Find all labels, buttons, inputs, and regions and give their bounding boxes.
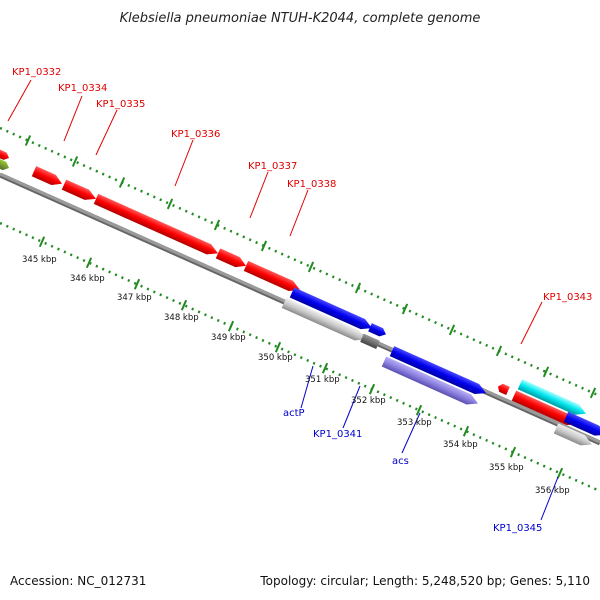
- feature-red-gene-right[interactable]: [511, 390, 580, 430]
- feature-kp1-0345[interactable]: [563, 411, 600, 440]
- inner-major-tick-6: [321, 362, 329, 374]
- leader-kp1-0336: [174, 139, 194, 187]
- feature-kp1-0332[interactable]: [0, 148, 11, 162]
- leader-acs: [401, 412, 421, 454]
- leader-kp1-0337: [249, 171, 269, 219]
- outer-major-tick-10: [495, 345, 503, 357]
- outer-major-tick-3: [166, 198, 174, 210]
- feature-kp1-0341[interactable]: [368, 323, 388, 338]
- topology-text: Topology: circular; Length: 5,248,520 bp…: [259, 574, 590, 588]
- outer-major-tick-9: [448, 324, 456, 336]
- scale-label-348: 348 kbp: [164, 313, 199, 323]
- outer-major-tick-0: [24, 135, 32, 146]
- inner-major-tick-9: [462, 425, 470, 437]
- inner-major-tick-2: [133, 278, 141, 290]
- inner-major-tick-5: [274, 341, 282, 353]
- outer-major-tick-4: [213, 219, 221, 231]
- gene-features: [0, 148, 600, 449]
- feature-olive-gene[interactable]: [0, 157, 11, 172]
- gene-label-kp1-0338[interactable]: KP1_0338: [287, 179, 336, 190]
- gene-label-kp1-0335[interactable]: KP1_0335: [96, 99, 145, 110]
- label-leaders: [7, 79, 559, 521]
- feature-kp1-0334[interactable]: [31, 166, 64, 189]
- feature-small-red[interactable]: [496, 382, 510, 396]
- gene-label-kp1-0341[interactable]: KP1_0341: [313, 429, 362, 440]
- leader-kp1-0338: [289, 189, 309, 237]
- tick-tracks: [0, 126, 600, 493]
- scale-label-346: 346 kbp: [70, 274, 105, 284]
- feature-actp[interactable]: [289, 287, 374, 333]
- inner-major-tick-11: [556, 467, 564, 479]
- feature-kp1-0336[interactable]: [93, 193, 220, 259]
- scale-label-354: 354 kbp: [443, 440, 478, 450]
- inner-major-tick-3: [180, 299, 188, 311]
- gene-label-acs[interactable]: acs: [392, 456, 409, 467]
- inner-major-tick-1: [85, 257, 93, 269]
- leader-kp1-0334: [63, 95, 83, 142]
- feature-kp1-0337[interactable]: [215, 248, 248, 271]
- scale-label-347: 347 kbp: [117, 293, 152, 303]
- gene-label-kp1-0337[interactable]: KP1_0337: [248, 161, 297, 172]
- scale-label-351: 351 kbp: [305, 375, 340, 385]
- outer-tick-track: [0, 126, 600, 398]
- feature-rna[interactable]: [381, 356, 480, 409]
- leader-kp1-0341: [342, 385, 361, 429]
- feature-kp1-0343[interactable]: [517, 379, 588, 419]
- outer-major-tick-6: [307, 261, 315, 273]
- accession-text: Accession: NC_012731: [10, 574, 146, 588]
- inner-tick-track: [0, 221, 600, 493]
- scale-label-349: 349 kbp: [211, 333, 246, 343]
- feature-acs[interactable]: [389, 346, 488, 398]
- feature-kp1-0335[interactable]: [61, 179, 98, 204]
- feature-kp1-0338[interactable]: [243, 260, 302, 295]
- inner-major-tick-8: [415, 404, 423, 416]
- leader-kp1-0345: [540, 476, 559, 521]
- scale-label-352: 352 kbp: [351, 396, 386, 406]
- gene-label-actp[interactable]: actP: [283, 408, 305, 419]
- outer-major-tick-5: [260, 240, 268, 252]
- outer-major-tick-7: [354, 282, 362, 294]
- inner-major-tick-10: [509, 446, 517, 458]
- outer-major-tick-2: [118, 177, 126, 188]
- leader-kp1-0335: [95, 109, 118, 156]
- leader-actp: [300, 365, 314, 409]
- outer-major-tick-12: [589, 387, 597, 399]
- outer-major-tick-11: [542, 366, 550, 378]
- outer-major-tick-8: [401, 303, 409, 315]
- gene-label-kp1-0334[interactable]: KP1_0334: [58, 83, 107, 94]
- feature-dark-block[interactable]: [360, 333, 380, 349]
- gene-label-kp1-0332[interactable]: KP1_0332: [12, 67, 61, 78]
- scale-label-356: 356 kbp: [535, 486, 570, 496]
- inner-major-tick-0: [38, 236, 46, 248]
- feature-pseudo-gene[interactable]: [281, 297, 368, 345]
- scale-label-353: 353 kbp: [397, 418, 432, 428]
- gene-label-kp1-0343[interactable]: KP1_0343: [543, 292, 592, 303]
- scale-label-355: 355 kbp: [489, 463, 524, 473]
- scale-label-345: 345 kbp: [22, 255, 57, 265]
- feature-grey-right[interactable]: [553, 423, 594, 449]
- gene-label-kp1-0345[interactable]: KP1_0345: [493, 523, 542, 534]
- scale-label-350: 350 kbp: [258, 353, 293, 363]
- gene-label-kp1-0336[interactable]: KP1_0336: [171, 129, 220, 140]
- map-title: Klebsiella pneumoniae NTUH-K2044, comple…: [120, 11, 481, 26]
- inner-major-tick-4: [227, 320, 235, 332]
- leader-kp1-0343: [520, 301, 543, 345]
- outer-major-tick-1: [71, 156, 79, 167]
- inner-major-tick-7: [368, 383, 376, 395]
- leader-kp1-0332: [7, 79, 32, 122]
